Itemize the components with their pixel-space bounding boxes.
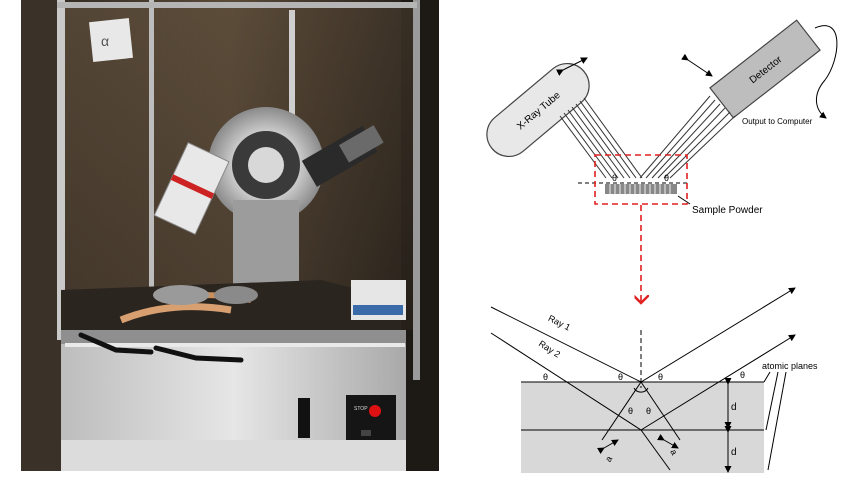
ray1-incident [490, 306, 642, 383]
theta-inner-right: θ [646, 406, 651, 416]
a-label-right: a [668, 447, 679, 456]
tube-rotation-arrow [556, 57, 588, 76]
crystal-slab [521, 382, 764, 473]
planes-pointer-2 [765, 371, 779, 431]
theta-top-right: θ [664, 173, 669, 183]
stop-label: STOP [354, 406, 368, 412]
output-cable [814, 25, 838, 119]
theta-normal-left: θ [618, 372, 623, 382]
theta-top-left: θ [612, 173, 617, 183]
diffracted-beam [639, 95, 736, 179]
incident-beam [559, 97, 643, 179]
sample-holder [605, 184, 677, 194]
detector-rotation-arrow [681, 53, 713, 77]
ray-extension [640, 429, 671, 471]
planes-pointer-1 [763, 371, 771, 383]
detector: Detector [709, 19, 821, 119]
d-label-2: d [731, 447, 737, 458]
svg-text:α: α [101, 33, 109, 49]
a-label-left: a [603, 454, 614, 463]
theta-reflect-1: θ [740, 370, 745, 380]
highlight-box [594, 154, 688, 205]
ray2-incident [490, 332, 642, 431]
perp-line-left [601, 381, 642, 441]
diffractometer-photo: α STOP [21, 0, 439, 471]
theta-normal-right: θ [658, 372, 663, 382]
theta-incident-1: θ [543, 372, 548, 382]
atomic-planes-label: atomic planes [762, 361, 818, 371]
ray2-reflected [640, 334, 796, 431]
sample-label: Sample Powder [692, 205, 763, 216]
d-label-1: d [731, 402, 737, 413]
ray1-reflected [640, 287, 796, 383]
theta-arc [633, 387, 649, 393]
sample-pointer [677, 195, 691, 205]
a-arrow-left [597, 439, 619, 455]
a-arrow-right [657, 433, 679, 449]
ray1-label: Ray 1 [547, 313, 572, 333]
xrd-diagram-svg: X-Ray Tube Detector [486, 19, 838, 473]
perp-line-right [640, 381, 681, 441]
ray2-label: Ray 2 [537, 338, 562, 359]
xrd-diagram: X-Ray Tube Detector [440, 0, 850, 473]
diffractometer-illustration: α STOP [21, 0, 439, 471]
theta-inner-left: θ [628, 406, 633, 416]
output-label: Output to Computer [742, 117, 813, 126]
planes-pointer-3 [767, 371, 787, 471]
